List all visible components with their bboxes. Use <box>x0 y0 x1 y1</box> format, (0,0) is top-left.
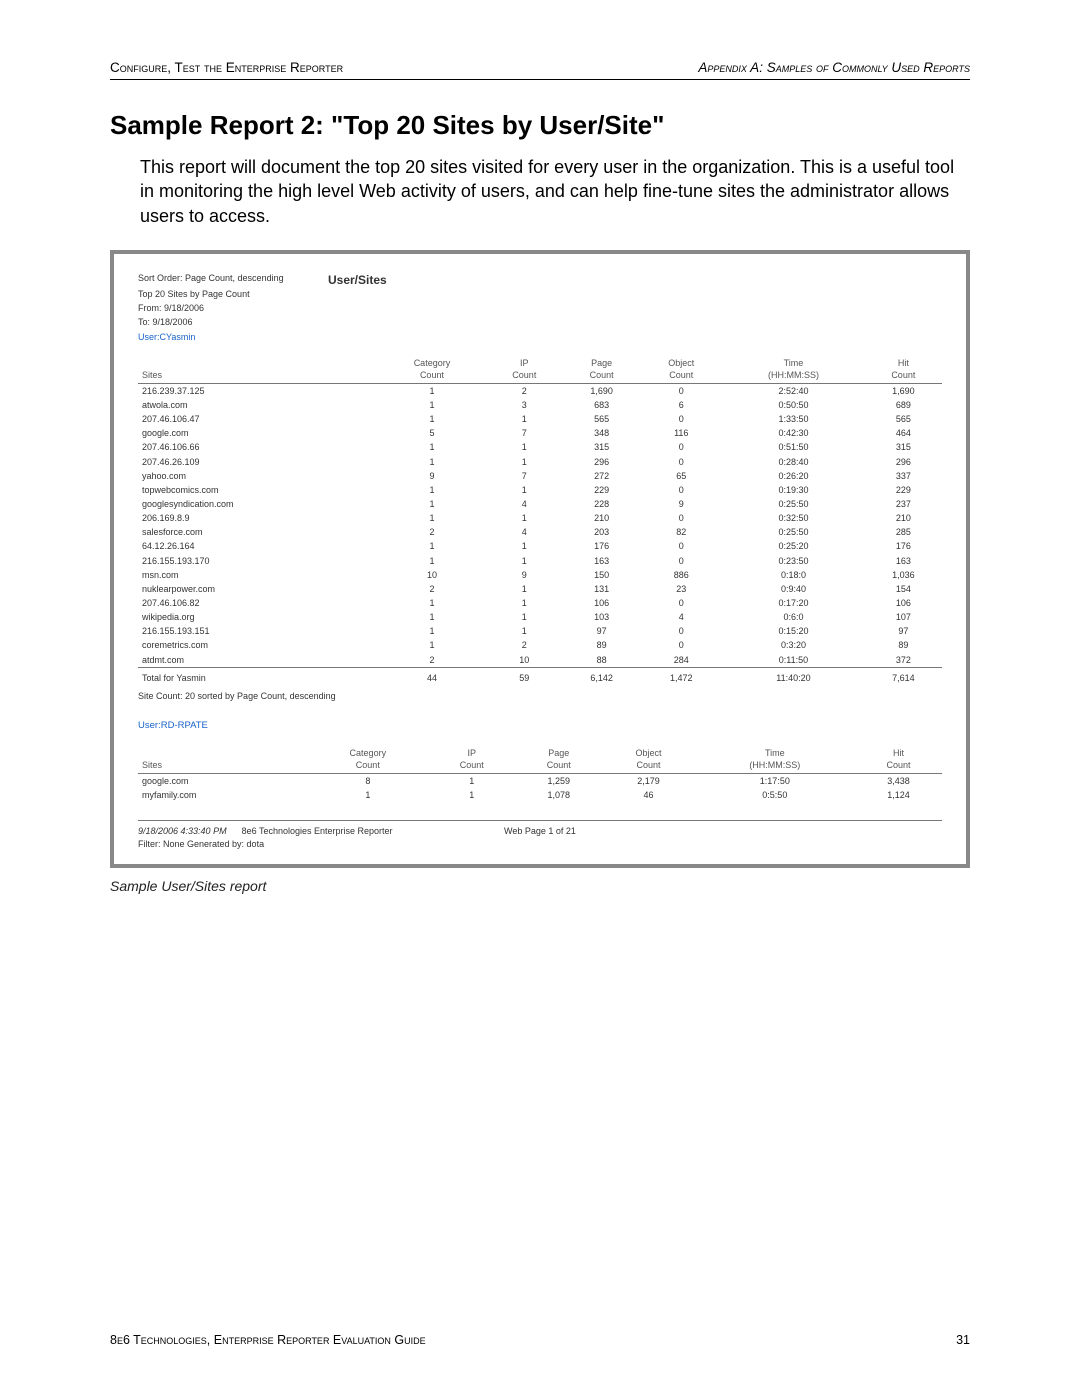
table-row: 207.46.106.821110600:17:20106 <box>138 596 942 610</box>
col-header: Sites <box>138 355 378 384</box>
col-header: PageCount <box>515 745 602 774</box>
col-header: ObjectCount <box>602 745 694 774</box>
report-user2: User:RD-RPATE <box>138 720 942 733</box>
header-right: Appendix A: Samples of Commonly Used Rep… <box>698 60 970 75</box>
page-footer: 8e6 Technologies, Enterprise Reporter Ev… <box>110 1333 970 1347</box>
table-row: 216.155.193.151119700:15:2097 <box>138 624 942 638</box>
col-header: HitCount <box>855 745 942 774</box>
col-header: IPCount <box>428 745 515 774</box>
table-row: atwola.com1368360:50:50689 <box>138 398 942 412</box>
col-header: Time(HH:MM:SS) <box>695 745 855 774</box>
col-header: Sites <box>138 745 307 774</box>
table-row: 207.46.106.661131500:51:50315 <box>138 440 942 454</box>
table-row: coremetrics.com128900:3:2089 <box>138 638 942 652</box>
report-from: From: 9/18/2006 <box>138 302 942 314</box>
figure-caption: Sample User/Sites report <box>110 878 970 894</box>
site-count: Site Count: 20 sorted by Page Count, des… <box>138 690 942 702</box>
table-row: 207.46.26.1091129600:28:40296 <box>138 455 942 469</box>
user2-label: User: <box>138 720 161 731</box>
report-table-2: SitesCategoryCountIPCountPageCountObject… <box>138 745 942 803</box>
report-user: User:CYasmin <box>138 331 942 343</box>
report-footer: 9/18/2006 4:33:40 PM 8e6 Technologies En… <box>138 820 942 849</box>
report-screenshot: Sort Order: Page Count, descending User/… <box>110 250 970 868</box>
table-row: topwebcomics.com1122900:19:30229 <box>138 483 942 497</box>
footer-filter: Filter: None Generated by: dota <box>138 838 942 850</box>
user-value: CYasmin <box>160 332 196 342</box>
col-header: HitCount <box>865 355 942 384</box>
footer-app: 8e6 Technologies Enterprise Reporter <box>242 826 393 836</box>
page-number: 31 <box>956 1333 970 1347</box>
col-header: PageCount <box>563 355 640 384</box>
table-row: wikipedia.org1110340:6:0107 <box>138 610 942 624</box>
user2-value: RD-RPATE <box>161 720 208 731</box>
table-row: myfamily.com111,078460:5:501,124 <box>138 788 942 802</box>
table-row: msn.com1091508860:18:01,036 <box>138 568 942 582</box>
table-row: 206.169.8.91121000:32:50210 <box>138 511 942 525</box>
table-row: atdmt.com210882840:11:50372 <box>138 653 942 668</box>
footer-mid: Web Page 1 of 21 <box>504 825 576 837</box>
report-table-1: SitesCategoryCountIPCountPageCountObject… <box>138 355 942 688</box>
col-header: ObjectCount <box>640 355 722 384</box>
table-row: nuklearpower.com21131230:9:40154 <box>138 582 942 596</box>
total-row: Total for Yasmin44596,1421,47211:40:207,… <box>138 667 942 688</box>
page-header: Configure, Test the Enterprise Reporter … <box>110 60 970 80</box>
table-row: google.com573481160:42:30464 <box>138 426 942 440</box>
table-row: 64.12.26.1641117600:25:20176 <box>138 539 942 553</box>
section-body: This report will document the top 20 sit… <box>140 155 970 228</box>
user-label: User: <box>138 332 160 342</box>
header-sep <box>687 60 695 75</box>
table-row: yahoo.com97272650:26:20337 <box>138 469 942 483</box>
col-header: CategoryCount <box>307 745 428 774</box>
report-subtitle: Top 20 Sites by Page Count <box>138 288 942 300</box>
report-to: To: 9/18/2006 <box>138 316 942 328</box>
col-header: Time(HH:MM:SS) <box>722 355 864 384</box>
table-row: 216.239.37.125121,69002:52:401,690 <box>138 383 942 398</box>
footer-date: 9/18/2006 4:33:40 PM <box>138 826 227 836</box>
col-header: IPCount <box>486 355 563 384</box>
col-header: CategoryCount <box>378 355 485 384</box>
footer-text: 8e6 Technologies, Enterprise Reporter Ev… <box>110 1333 426 1347</box>
section-title: Sample Report 2: "Top 20 Sites by User/S… <box>110 110 970 141</box>
table-row: salesforce.com24203820:25:50285 <box>138 525 942 539</box>
sort-order: Sort Order: Page Count, descending <box>138 272 328 284</box>
table-row: 216.155.193.1701116300:23:50163 <box>138 554 942 568</box>
table-row: google.com811,2592,1791:17:503,438 <box>138 774 942 789</box>
table-row: googlesyndication.com1422890:25:50237 <box>138 497 942 511</box>
table-row: 207.46.106.471156501:33:50565 <box>138 412 942 426</box>
header-left: Configure, Test the Enterprise Reporter <box>110 60 343 75</box>
